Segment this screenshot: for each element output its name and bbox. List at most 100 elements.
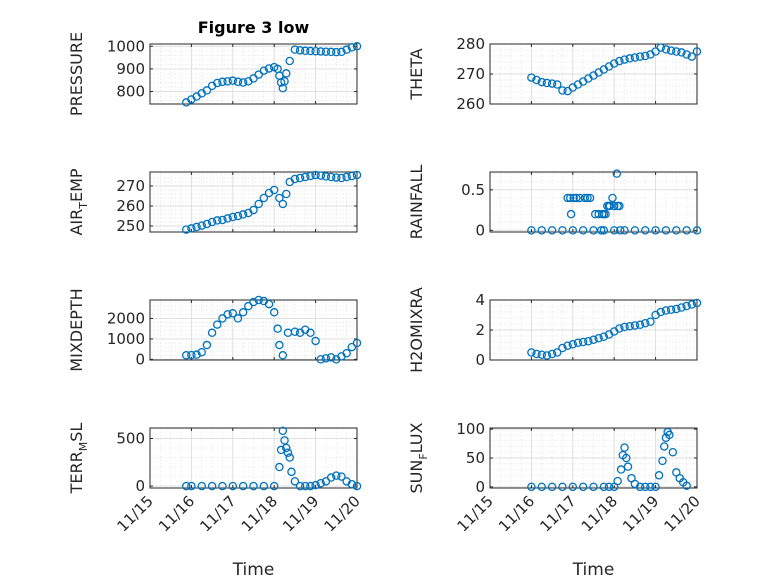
data-point [290, 477, 300, 486]
data-point [677, 303, 686, 312]
data-point [300, 172, 310, 182]
data-point [280, 77, 289, 86]
data-point [316, 478, 326, 488]
data-point [687, 52, 697, 61]
data-point [641, 51, 650, 61]
data-point [249, 297, 258, 307]
data-point [300, 46, 310, 56]
y-axis-label: AIRTEMP [67, 168, 90, 235]
data-point [542, 351, 552, 360]
data-point [311, 336, 320, 346]
data-point [181, 351, 191, 360]
data-point [527, 226, 536, 235]
data-point [213, 216, 222, 225]
plot-frame [149, 171, 358, 233]
data-point [218, 314, 227, 323]
data-point [192, 222, 201, 232]
data-point [300, 481, 310, 491]
data-point [609, 201, 619, 211]
data-point [187, 481, 196, 491]
data-point [290, 327, 300, 336]
data-point [585, 193, 595, 203]
data-point [572, 193, 581, 203]
data-point [620, 55, 629, 64]
data-point [259, 481, 269, 491]
data-point [527, 348, 536, 357]
data-point [566, 209, 576, 219]
data-point [259, 66, 269, 75]
data-point [641, 226, 650, 235]
data-point [306, 328, 315, 338]
data-point [269, 308, 279, 317]
data-point [278, 351, 288, 360]
data-point [563, 193, 572, 203]
data-point [601, 209, 610, 219]
y-tick-label: 0 [475, 351, 485, 369]
data-point [295, 481, 305, 491]
y-tick-label: 100 [456, 420, 485, 438]
data-point [578, 337, 588, 347]
data-point [537, 350, 547, 359]
data-point [342, 172, 351, 182]
data-point [259, 193, 269, 203]
data-point [608, 193, 617, 203]
data-point [547, 349, 557, 359]
data-point [285, 453, 294, 462]
data-point [244, 301, 253, 311]
data-point [287, 467, 296, 477]
y-tick-label: 2000 [107, 309, 145, 327]
data-point [630, 226, 640, 235]
data-point [622, 453, 631, 463]
x-tick-label: 11/19 [619, 492, 662, 535]
data-point [547, 79, 557, 88]
x-tick-label: 11/15 [114, 492, 157, 535]
y-tick-label: 1000 [107, 37, 145, 55]
y-axis-label: H2OMIXRA [407, 287, 426, 373]
x-axis-label: Time [232, 560, 275, 580]
data-point [326, 47, 336, 57]
data-point [264, 299, 274, 309]
data-point [311, 46, 320, 56]
data-point [537, 77, 547, 87]
plot-frame [149, 299, 358, 361]
data-point [295, 173, 305, 183]
data-point [187, 350, 196, 360]
data-point [615, 56, 624, 66]
data-point [573, 338, 583, 347]
x-tick-label: 11/19 [279, 492, 322, 535]
data-point [326, 473, 336, 482]
data-point [223, 310, 232, 319]
data-point [568, 226, 578, 235]
data-point [578, 226, 588, 235]
data-point [532, 75, 541, 85]
y-tick-label: 50 [466, 449, 485, 467]
data-point [623, 462, 633, 471]
data-point [599, 226, 609, 235]
data-point [218, 77, 227, 87]
data-point [337, 173, 346, 183]
y-tick-label: 260 [116, 197, 145, 215]
y-axis-label: RAINFALL [407, 165, 426, 240]
data-point [569, 193, 578, 203]
data-point [620, 443, 629, 452]
data-point [584, 336, 593, 346]
data-point [589, 482, 598, 492]
data-point [306, 171, 315, 181]
data-point [275, 462, 284, 472]
data-point [563, 341, 572, 350]
y-tick-label: 280 [456, 35, 485, 53]
data-point [223, 214, 232, 223]
data-point [254, 295, 263, 305]
data-point [661, 306, 671, 315]
data-point [342, 348, 351, 358]
data-point [672, 47, 681, 56]
data-point [228, 76, 238, 85]
data-point [659, 442, 669, 451]
data-point [269, 185, 279, 195]
y-tick-label: 1000 [107, 330, 145, 348]
data-point [197, 481, 206, 491]
data-point [321, 47, 331, 56]
data-point [687, 300, 697, 309]
